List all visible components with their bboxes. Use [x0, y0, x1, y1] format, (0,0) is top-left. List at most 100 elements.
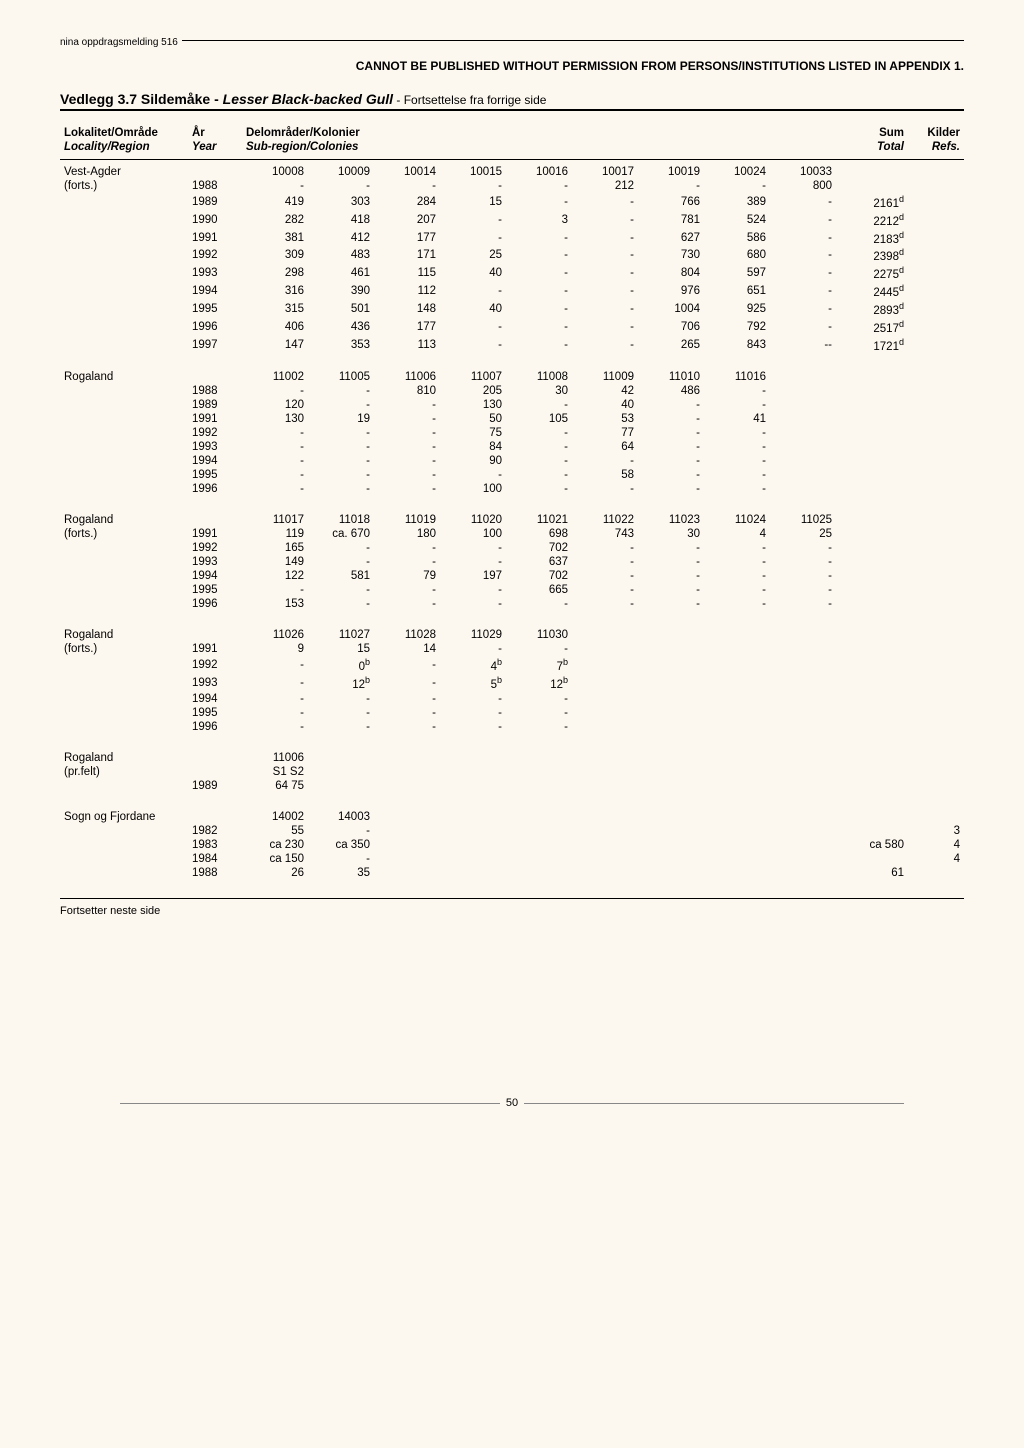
cell [836, 852, 908, 866]
cell: - [506, 440, 572, 454]
cell: 353 [308, 336, 374, 354]
cell [374, 765, 440, 779]
cell: 1989 [188, 398, 242, 412]
col-header: Locality/Region [60, 140, 188, 160]
cell: 153 [242, 597, 308, 611]
cell: - [704, 440, 770, 454]
cell: - [572, 229, 638, 247]
cell [60, 193, 188, 211]
cell: 483 [308, 246, 374, 264]
cell [704, 852, 770, 866]
cell [704, 793, 770, 824]
cell: - [638, 482, 704, 496]
cell [836, 384, 908, 398]
cell: 1989 [188, 193, 242, 211]
cell [506, 838, 572, 852]
cell: - [770, 264, 836, 282]
cell: - [242, 482, 308, 496]
cell: 100 [440, 527, 506, 541]
cell: - [506, 468, 572, 482]
cell: 2445d [836, 282, 908, 300]
cell: - [638, 426, 704, 440]
cell [836, 779, 908, 793]
cell: 58 [572, 468, 638, 482]
cell [60, 300, 188, 318]
cell [60, 440, 188, 454]
cell [908, 426, 964, 440]
cell [908, 336, 964, 354]
cell: 64 [572, 440, 638, 454]
cell: 4 [908, 852, 964, 866]
col-header [506, 140, 572, 160]
cell [506, 866, 572, 880]
cell: - [770, 541, 836, 555]
cell [60, 454, 188, 468]
cell: - [638, 440, 704, 454]
cell: - [638, 412, 704, 426]
cell: 11019 [374, 496, 440, 527]
cell: 1995 [188, 706, 242, 720]
cell: - [308, 426, 374, 440]
cell [908, 527, 964, 541]
cell: - [506, 706, 572, 720]
cell: - [638, 468, 704, 482]
cell: - [704, 482, 770, 496]
cell [836, 569, 908, 583]
cell: 627 [638, 229, 704, 247]
cell [60, 482, 188, 496]
cell: - [638, 454, 704, 468]
cell [440, 793, 506, 824]
cell: - [572, 569, 638, 583]
cell: - [242, 454, 308, 468]
cell: 10008 [242, 160, 308, 180]
cell [908, 611, 964, 642]
cell [770, 720, 836, 734]
cell [60, 866, 188, 880]
cell: 1983 [188, 838, 242, 852]
cell [308, 734, 374, 765]
cell: 976 [638, 282, 704, 300]
cell [440, 734, 506, 765]
cell [770, 426, 836, 440]
cell: (forts.) [60, 179, 188, 193]
cell [60, 468, 188, 482]
cell: 84 [440, 440, 506, 454]
cell [572, 706, 638, 720]
cell: - [506, 642, 572, 656]
cell [572, 824, 638, 838]
cell [770, 838, 836, 852]
cell [836, 706, 908, 720]
cell: 303 [308, 193, 374, 211]
cell [836, 824, 908, 838]
cell [60, 246, 188, 264]
cell: 1992 [188, 246, 242, 264]
cell: - [638, 179, 704, 193]
cell: - [638, 569, 704, 583]
cell: 10015 [440, 160, 506, 180]
cell: 11006 [242, 734, 308, 765]
cell: - [242, 384, 308, 398]
cell: - [308, 597, 374, 611]
cell [506, 824, 572, 838]
cell: - [440, 211, 506, 229]
cell: 925 [704, 300, 770, 318]
cell: 1996 [188, 720, 242, 734]
cell: 4b [440, 656, 506, 674]
cell: - [770, 597, 836, 611]
cell: 7b [506, 656, 572, 674]
cell: 9 [242, 642, 308, 656]
cell [440, 852, 506, 866]
cell: - [638, 583, 704, 597]
cell [908, 779, 964, 793]
cell: 10033 [770, 160, 836, 180]
cell: - [770, 229, 836, 247]
cell: - [308, 583, 374, 597]
cell: 25 [440, 246, 506, 264]
cell: 766 [638, 193, 704, 211]
cell: 2275d [836, 264, 908, 282]
cell: - [440, 468, 506, 482]
cell [440, 838, 506, 852]
cell: 1992 [188, 541, 242, 555]
cell: - [506, 229, 572, 247]
cell: Rogaland [60, 353, 188, 384]
